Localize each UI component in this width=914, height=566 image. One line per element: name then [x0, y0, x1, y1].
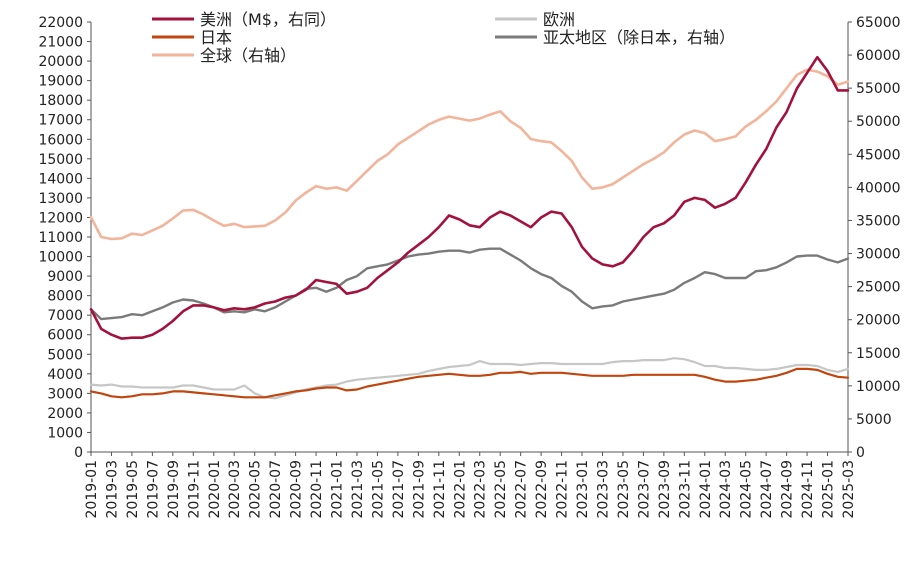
- x-tick-label: 2024-01: [698, 460, 714, 519]
- y-left-tick-label: 2000: [47, 406, 83, 422]
- x-tick-label: 2022-07: [514, 460, 530, 519]
- y-left-tick-label: 13000: [38, 191, 83, 207]
- x-tick-label: 2023-03: [595, 460, 611, 519]
- x-tick-label: 2023-11: [677, 460, 693, 519]
- x-tick-label: 2020-07: [268, 460, 284, 519]
- y-right-tick-label: 50000: [856, 114, 901, 130]
- y-left-tick-label: 18000: [38, 93, 83, 109]
- x-tick-label: 2020-01: [207, 460, 223, 519]
- x-tick-label: 2022-11: [555, 460, 571, 519]
- y-left-tick-label: 14000: [38, 171, 83, 187]
- y-right-tick-label: 60000: [856, 48, 901, 64]
- x-tick-label: 2023-07: [636, 460, 652, 519]
- x-tick-label: 2025-03: [841, 460, 857, 519]
- y-left-tick-label: 16000: [38, 132, 83, 148]
- y-right-tick-label: 25000: [856, 280, 901, 296]
- y-left-tick-label: 22000: [38, 15, 83, 31]
- y-left-tick-label: 21000: [38, 35, 83, 51]
- y-left-tick-label: 1000: [47, 425, 83, 441]
- x-tick-label: 2021-11: [432, 460, 448, 519]
- y-left-tick-label: 10000: [38, 250, 83, 266]
- y-left-tick-label: 5000: [47, 347, 83, 363]
- y-right-tick-label: 65000: [856, 15, 901, 31]
- y-right-tick-label: 55000: [856, 81, 901, 97]
- legend-label-1: 日本: [200, 28, 232, 47]
- x-tick-label: 2019-09: [166, 460, 182, 519]
- y-right-tick-label: 10000: [856, 379, 901, 395]
- series-line-4: [89, 247, 850, 321]
- x-tick-label: 2019-01: [84, 460, 100, 519]
- x-tick-label: 2024-07: [759, 460, 775, 519]
- series-line-1: [89, 367, 850, 399]
- y-right-tick-label: 35000: [856, 213, 901, 229]
- x-tick-label: 2020-09: [289, 460, 305, 519]
- x-tick-label: 2020-05: [248, 460, 264, 519]
- x-tick-label: 2023-01: [575, 460, 591, 519]
- y-right-tick-label: 20000: [856, 313, 901, 329]
- legend-label-4: 亚太地区（除日本，右轴）: [543, 28, 735, 47]
- x-tick-label: 2020-03: [227, 460, 243, 519]
- y-left-tick-label: 17000: [38, 113, 83, 129]
- x-tick-label: 2019-03: [104, 460, 120, 519]
- legend-label-0: 美洲（M$，右同）: [200, 10, 336, 29]
- y-left-tick-label: 20000: [38, 54, 83, 70]
- legend-label-3: 欧洲: [543, 10, 575, 29]
- x-tick-label: 2023-05: [616, 460, 632, 519]
- y-right-tick-label: 15000: [856, 346, 901, 362]
- y-left-tick-label: 0: [74, 445, 83, 461]
- x-tick-label: 2021-03: [350, 460, 366, 519]
- x-tick-label: 2021-09: [411, 460, 427, 519]
- y-right-tick-label: 40000: [856, 180, 901, 196]
- x-tick-label: 2024-09: [780, 460, 796, 519]
- y-left-tick-label: 4000: [47, 367, 83, 383]
- y-left-tick-label: 19000: [38, 74, 83, 90]
- x-tick-label: 2024-11: [800, 460, 816, 519]
- x-tick-label: 2021-05: [370, 460, 386, 519]
- series-line-0: [89, 55, 850, 340]
- y-right-tick-label: 45000: [856, 147, 901, 163]
- series-line-3: [89, 357, 850, 400]
- x-tick-label: 2020-11: [309, 460, 325, 519]
- y-left-tick-label: 6000: [47, 328, 83, 344]
- y-right-tick-label: 0: [856, 445, 865, 461]
- series-line-2: [89, 68, 850, 241]
- series-lines: [89, 55, 850, 400]
- x-tick-label: 2021-01: [330, 460, 346, 519]
- x-tick-label: 2019-05: [125, 460, 141, 519]
- y-right-tick-label: 30000: [856, 247, 901, 263]
- y-left-tick-label: 12000: [38, 210, 83, 226]
- x-tick-label: 2021-07: [391, 460, 407, 519]
- legend-label-2: 全球（右轴）: [200, 46, 296, 65]
- x-tick-label: 2019-07: [145, 460, 161, 519]
- x-tick-label: 2022-09: [534, 460, 550, 519]
- y-left-tick-label: 3000: [47, 386, 83, 402]
- y-left-tick-label: 7000: [47, 308, 83, 324]
- y-right-tick-label: 5000: [856, 412, 892, 428]
- x-tick-label: 2024-03: [718, 460, 734, 519]
- axes: 0 1000 2000 3000 4000 5000 6000 7000 8000 9000 100…: [38, 15, 900, 519]
- y-left-tick-label: 9000: [47, 269, 83, 285]
- x-tick-label: 2023-09: [657, 460, 673, 519]
- x-tick-label: 2022-03: [473, 460, 489, 519]
- x-tick-label: 2022-05: [493, 460, 509, 518]
- y-left-tick-label: 15000: [38, 152, 83, 168]
- x-tick-label: 2022-01: [452, 460, 468, 519]
- x-tick-label: 2019-11: [186, 460, 202, 519]
- y-left-tick-label: 11000: [38, 230, 83, 246]
- x-tick-label: 2024-05: [739, 460, 755, 519]
- x-tick-label: 2025-01: [821, 460, 837, 519]
- y-left-tick-label: 8000: [47, 289, 83, 305]
